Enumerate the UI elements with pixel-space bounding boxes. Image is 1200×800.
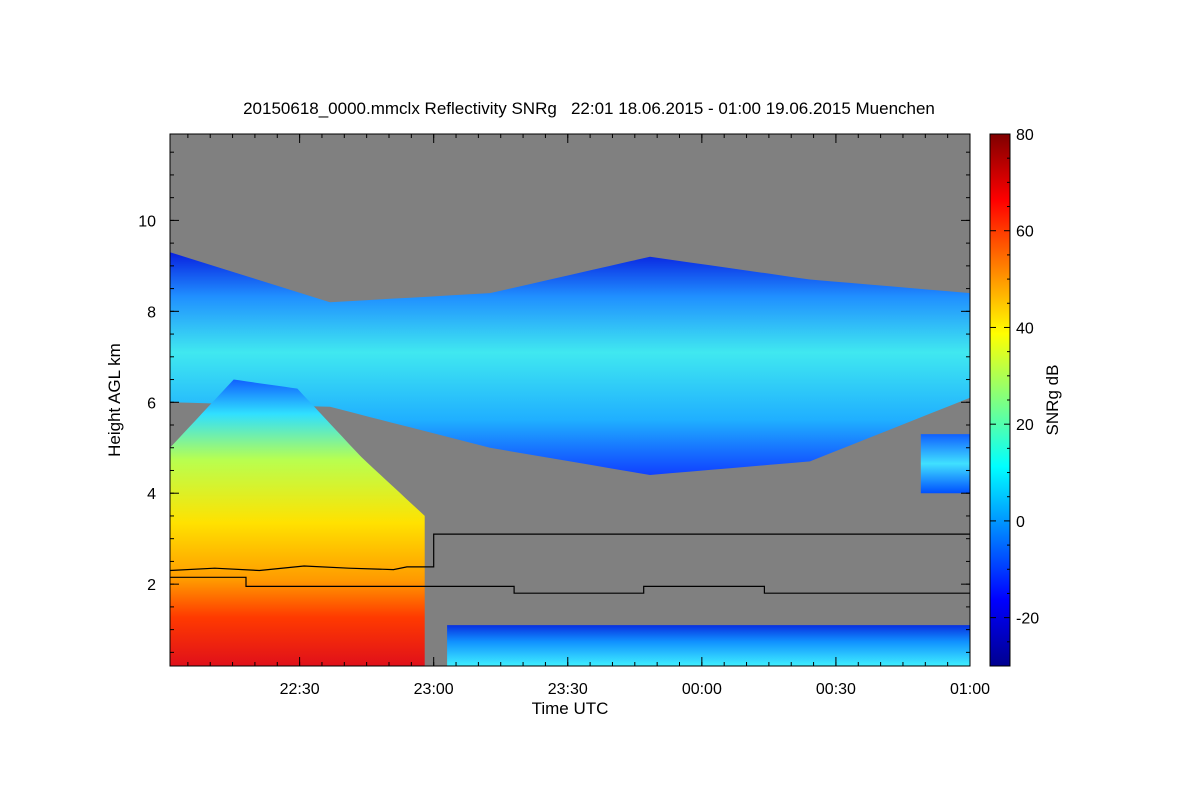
colorbar-tick-label: 20: [1016, 417, 1034, 434]
colorbar-title: SNRg dB: [1043, 365, 1062, 436]
colorbar-tick-label: -20: [1016, 611, 1039, 628]
x-tick-label: 23:00: [414, 681, 454, 698]
y-tick-label: 4: [147, 486, 156, 503]
y-tick-label: 2: [147, 577, 156, 594]
y-tick-label: 10: [138, 213, 156, 230]
colorbar-tick-label: 40: [1016, 320, 1034, 337]
echo-upper-cloud-layer: [170, 252, 970, 475]
echo-isolated-cloud: [920, 434, 970, 494]
upper-line: [170, 533, 970, 572]
x-axis-title: Time UTC: [532, 699, 609, 718]
colorbar-tick-label: 0: [1016, 514, 1025, 531]
colorbar-tick-label: 80: [1016, 127, 1034, 144]
y-axis-title: Height AGL km: [105, 343, 124, 457]
axis-ticks: 22:30 23:00 23:30 00:00 00:30 01:00 2 4 6 8 10: [138, 134, 990, 698]
y-tick-label: 6: [147, 395, 156, 412]
colorbar-tick-label: 60: [1016, 224, 1034, 241]
echo-precipitation-shaft: [170, 379, 425, 666]
colorbar-ticks: -20 0 20 40 60 80: [990, 127, 1039, 643]
plot-area: [170, 134, 970, 666]
x-tick-label: 01:00: [950, 681, 990, 698]
x-tick-label: 00:00: [682, 681, 722, 698]
lower-line: [170, 576, 970, 594]
chart-title: 20150618_0000.mmclx Reflectivity SNRg 22…: [243, 99, 935, 118]
y-tick-label: 8: [147, 304, 156, 321]
x-tick-label: 23:30: [548, 681, 588, 698]
x-tick-label: 22:30: [280, 681, 320, 698]
x-tick-label: 00:30: [816, 681, 856, 698]
overlay-lines: [170, 533, 970, 594]
echo-boundary-layer-clutter: [447, 625, 970, 666]
plot-frame: [169, 133, 971, 667]
